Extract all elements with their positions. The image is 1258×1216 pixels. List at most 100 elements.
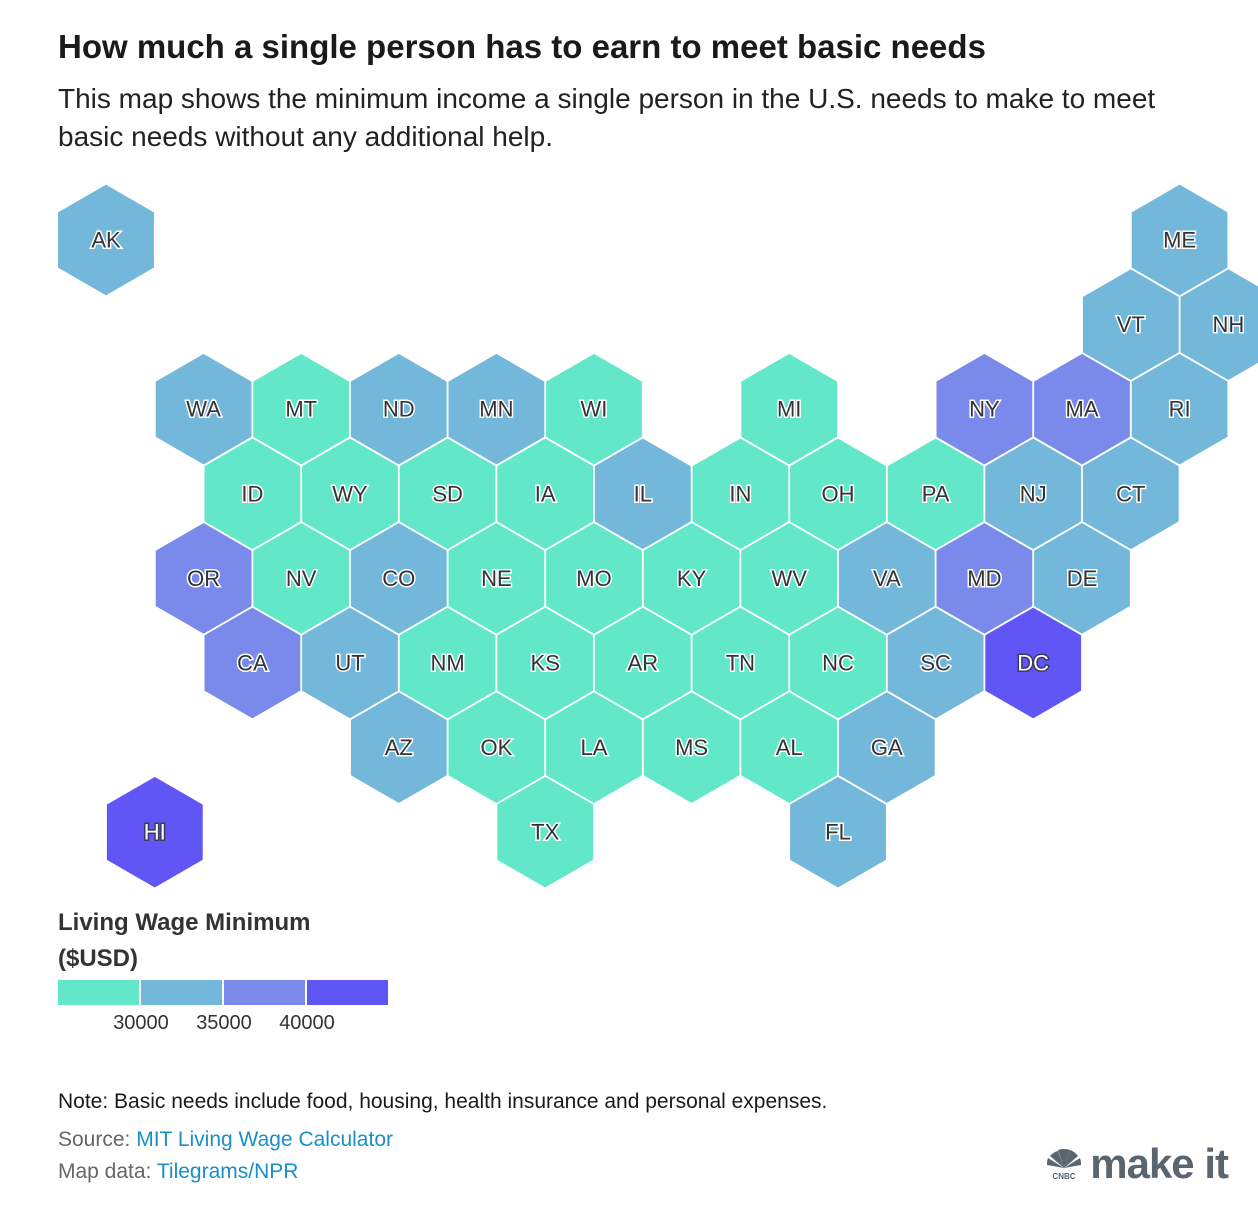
state-hex-wi[interactable]: [544, 352, 644, 466]
state-hex-nh[interactable]: [1179, 267, 1258, 382]
state-label-il: IL: [634, 481, 652, 506]
state-tile-ar[interactable]: AR: [593, 606, 692, 720]
state-hex-ri[interactable]: [1130, 352, 1229, 466]
state-tile-ma[interactable]: MA: [1032, 352, 1132, 466]
state-label-hi: HI: [144, 820, 166, 845]
brand-logo: CNBC make it: [1044, 1140, 1229, 1188]
state-label-dc: DC: [1017, 651, 1049, 676]
state-tile-wy[interactable]: WY: [300, 437, 400, 551]
state-tile-de[interactable]: DE: [1032, 521, 1132, 636]
legend-color-bar: [58, 980, 390, 1005]
state-tile-al[interactable]: AL: [740, 690, 839, 805]
state-hex-mi[interactable]: [740, 352, 839, 466]
state-tile-il[interactable]: IL: [593, 437, 692, 551]
state-label-ok: OK: [481, 735, 513, 760]
source-link[interactable]: MIT Living Wage Calculator: [136, 1128, 393, 1151]
state-tile-nm[interactable]: NM: [398, 606, 497, 720]
state-hex-nj[interactable]: [984, 437, 1083, 551]
state-hex-de[interactable]: [1032, 521, 1132, 636]
state-hex-ga[interactable]: [837, 690, 936, 805]
state-tile-mo[interactable]: MO: [544, 521, 644, 636]
state-tile-ct[interactable]: CT: [1081, 437, 1180, 551]
state-tile-ga[interactable]: GA: [837, 690, 936, 805]
state-hex-ar[interactable]: [593, 606, 692, 720]
state-hex-ak[interactable]: [56, 183, 156, 297]
state-tile-va[interactable]: VA: [837, 521, 936, 636]
state-hex-il[interactable]: [593, 437, 692, 551]
state-hex-va[interactable]: [837, 521, 936, 636]
state-tile-ut[interactable]: UT: [300, 606, 400, 720]
state-hex-ky[interactable]: [642, 521, 741, 636]
state-hex-fl[interactable]: [788, 775, 888, 889]
state-hex-me[interactable]: [1130, 183, 1229, 297]
state-tile-sd[interactable]: SD: [398, 437, 497, 551]
state-label-ri: RI: [1169, 397, 1191, 422]
state-label-me: ME: [1163, 228, 1196, 253]
state-tile-or[interactable]: OR: [154, 521, 253, 636]
mapdata-link[interactable]: Tilegrams/NPR: [156, 1160, 299, 1183]
state-tile-fl[interactable]: FL: [788, 775, 888, 889]
state-tile-sc[interactable]: SC: [886, 606, 985, 720]
mapdata-label: Map data:: [58, 1160, 157, 1183]
state-tile-in[interactable]: IN: [691, 437, 790, 551]
state-label-ar: AR: [628, 651, 659, 676]
state-tile-nj[interactable]: NJ: [984, 437, 1083, 551]
legend-swatch-bin1: [58, 980, 139, 1005]
state-tile-hi[interactable]: HI: [105, 775, 204, 889]
state-label-sd: SD: [432, 481, 463, 506]
state-tile-ny[interactable]: NY: [935, 352, 1034, 466]
state-label-ak: AK: [91, 228, 121, 253]
state-hex-pa[interactable]: [886, 437, 985, 551]
state-tile-ky[interactable]: KY: [642, 521, 741, 636]
state-tile-nh[interactable]: NH: [1179, 267, 1258, 382]
state-label-co: CO: [382, 566, 415, 591]
state-tile-id[interactable]: ID: [203, 437, 302, 551]
state-hex-ms[interactable]: [642, 690, 741, 805]
state-tile-wv[interactable]: WV: [740, 521, 839, 636]
legend-ticks: 30000 35000 40000: [58, 1012, 398, 1038]
state-tile-nv[interactable]: NV: [252, 521, 351, 636]
state-tile-dc[interactable]: DC: [984, 606, 1083, 720]
state-tile-la[interactable]: LA: [544, 690, 644, 805]
state-label-ma: MA: [1066, 397, 1099, 422]
state-label-ny: NY: [969, 397, 1000, 422]
state-hex-sc[interactable]: [886, 606, 985, 720]
source-label: Source:: [58, 1128, 137, 1151]
state-hex-hi[interactable]: [105, 775, 204, 889]
state-label-wy: WY: [332, 481, 368, 506]
state-label-sc: SC: [920, 651, 951, 676]
state-label-ut: UT: [335, 651, 364, 676]
state-tile-ri[interactable]: RI: [1130, 352, 1229, 466]
state-label-mo: MO: [576, 566, 611, 591]
state-label-wa: WA: [186, 397, 221, 422]
state-tile-oh[interactable]: OH: [788, 437, 888, 551]
state-tile-vt[interactable]: VT: [1081, 267, 1180, 382]
state-tile-me[interactable]: ME: [1130, 183, 1229, 297]
legend-tick-30000: 30000: [113, 1012, 169, 1034]
state-hex-tx[interactable]: [496, 775, 595, 889]
state-label-or: OR: [187, 566, 220, 591]
state-hex-ct[interactable]: [1081, 437, 1180, 551]
state-tile-ak[interactable]: AK: [56, 183, 156, 297]
state-tile-tn[interactable]: TN: [691, 606, 790, 720]
state-label-ga: GA: [871, 735, 903, 760]
state-hex-dc[interactable]: [984, 606, 1083, 720]
state-tile-co[interactable]: CO: [349, 521, 448, 636]
state-tile-ms[interactable]: MS: [642, 690, 741, 805]
peacock-icon: CNBC: [1047, 1148, 1082, 1181]
state-tile-ne[interactable]: NE: [447, 521, 546, 636]
state-label-ct: CT: [1116, 481, 1145, 506]
state-tile-mi[interactable]: MI: [740, 352, 839, 466]
brand-logo-caption: CNBC: [1053, 1172, 1076, 1181]
state-label-de: DE: [1067, 566, 1098, 591]
state-label-pa: PA: [922, 481, 950, 506]
state-label-nj: NJ: [1020, 481, 1047, 506]
state-tile-ok[interactable]: OK: [447, 690, 546, 805]
state-tile-pa[interactable]: PA: [886, 437, 985, 551]
state-tile-tx[interactable]: TX: [496, 775, 595, 889]
footnote: Note: Basic needs include food, housing,…: [58, 1090, 828, 1113]
state-tile-wi[interactable]: WI: [544, 352, 644, 466]
legend-tick-40000: 40000: [279, 1012, 335, 1034]
state-label-oh: OH: [822, 481, 855, 506]
state-tile-az[interactable]: AZ: [349, 690, 448, 805]
